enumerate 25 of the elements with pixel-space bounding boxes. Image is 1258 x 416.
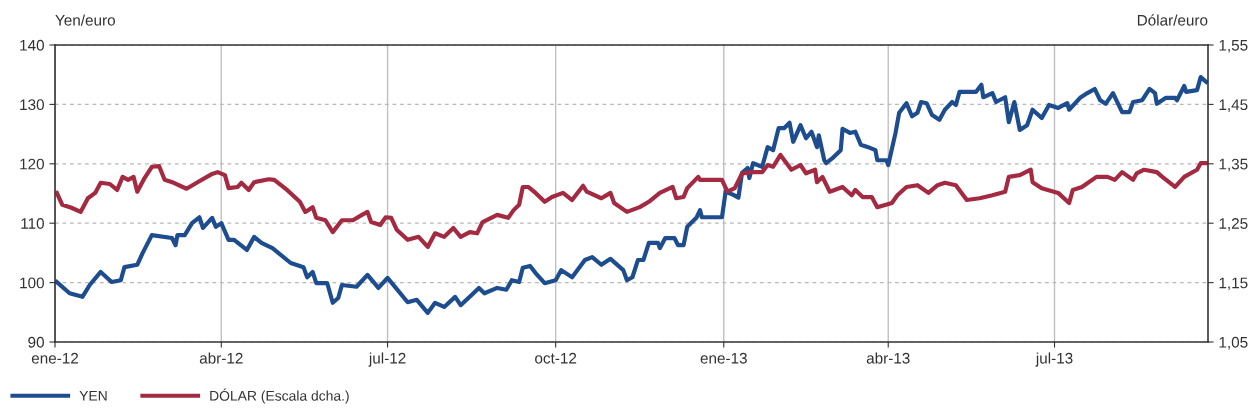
x-tick-label: abr-13 xyxy=(866,352,910,364)
line-series xyxy=(55,74,1208,315)
y2-tick-label: 1,15 xyxy=(1219,277,1248,291)
y2-tick-label: 1,05 xyxy=(1219,336,1248,350)
y-tick-label: 90 xyxy=(28,336,44,348)
x-tick-label: ene-13 xyxy=(700,352,747,364)
y-tick-label: 100 xyxy=(20,277,44,289)
y2-tick-label: 1,35 xyxy=(1219,158,1248,172)
x-tick-label: oct-12 xyxy=(535,352,577,364)
x-tick-label: abr-12 xyxy=(199,352,243,364)
y-tick-label: 110 xyxy=(21,218,44,229)
x-tick-label: jul-12 xyxy=(368,352,406,367)
line-series xyxy=(55,152,1208,250)
y2-tick-label: 1,55 xyxy=(1219,40,1248,53)
y-tick-label: 130 xyxy=(20,99,44,111)
legend-label: YEN xyxy=(79,391,107,401)
y2-axis-title: Dólar/euro xyxy=(1137,14,1208,26)
y-tick-label: 140 xyxy=(20,39,44,51)
y-tick-label: 120 xyxy=(20,158,44,170)
y-axis-title: Yen/euro xyxy=(55,14,115,26)
y2-tick-label: 1,25 xyxy=(1219,218,1248,231)
x-tick-label: ene-12 xyxy=(31,352,79,364)
x-tick-label: jul-13 xyxy=(1035,352,1073,367)
y2-tick-label: 1,45 xyxy=(1219,99,1248,112)
legend-label: DÓLAR (Escala dcha.) xyxy=(210,388,349,404)
